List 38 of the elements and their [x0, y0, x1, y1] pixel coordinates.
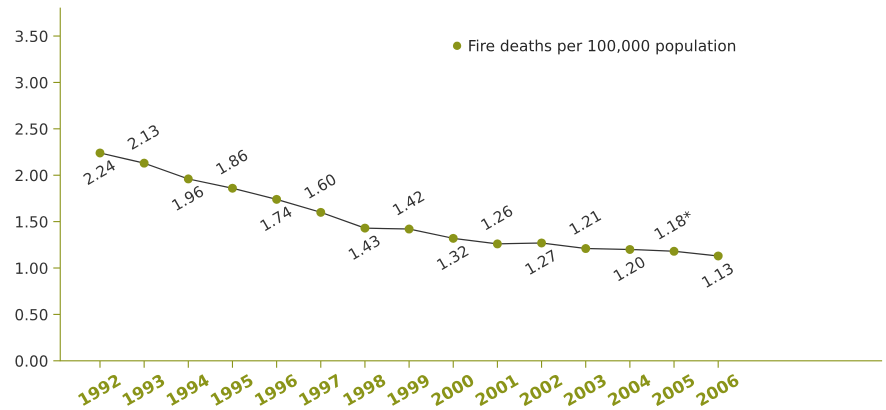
point: [184, 174, 193, 184]
y-tick-label: 2.50: [16, 123, 48, 135]
data-label: 2.13: [126, 124, 160, 150]
point: [228, 184, 237, 193]
y-tick-label: 1.00: [16, 262, 48, 274]
data-label: 1.42: [392, 190, 425, 216]
data-label: 1.27: [524, 249, 558, 275]
data-label: 1.13: [701, 262, 734, 288]
point: [272, 194, 282, 204]
data-label: 1.74: [260, 206, 293, 232]
point: [404, 224, 414, 234]
data-label: 1.32: [436, 244, 469, 270]
data-label: 1.26: [480, 204, 514, 230]
data-label: 1.60: [304, 173, 337, 199]
data-label: 1.96: [171, 185, 204, 211]
point: [670, 246, 679, 256]
data-label: 2.24: [82, 159, 116, 185]
point: [316, 208, 326, 217]
y-tick-label: 3.00: [16, 76, 48, 88]
point: [537, 238, 546, 248]
y-tick-label: 3.50: [16, 30, 48, 42]
data-label: 1.43: [348, 234, 381, 260]
point: [95, 148, 104, 158]
point: [360, 224, 370, 233]
point: [625, 244, 634, 254]
y-tick-label: 1.50: [16, 216, 48, 228]
point: [140, 158, 149, 168]
point: [714, 251, 723, 260]
data-label: 1.86: [216, 148, 249, 175]
point: [448, 234, 458, 243]
data-label: 1.21: [568, 210, 602, 235]
point: [581, 244, 590, 254]
point: [492, 239, 502, 248]
y-tick-label: 0.00: [15, 355, 48, 367]
y-tick-label: 0.50: [15, 308, 48, 320]
y-tick-label: 2.00: [16, 170, 48, 182]
legend-label: Fire deaths per 100,000 population: [469, 40, 736, 54]
data-label: 1.20: [613, 256, 646, 282]
